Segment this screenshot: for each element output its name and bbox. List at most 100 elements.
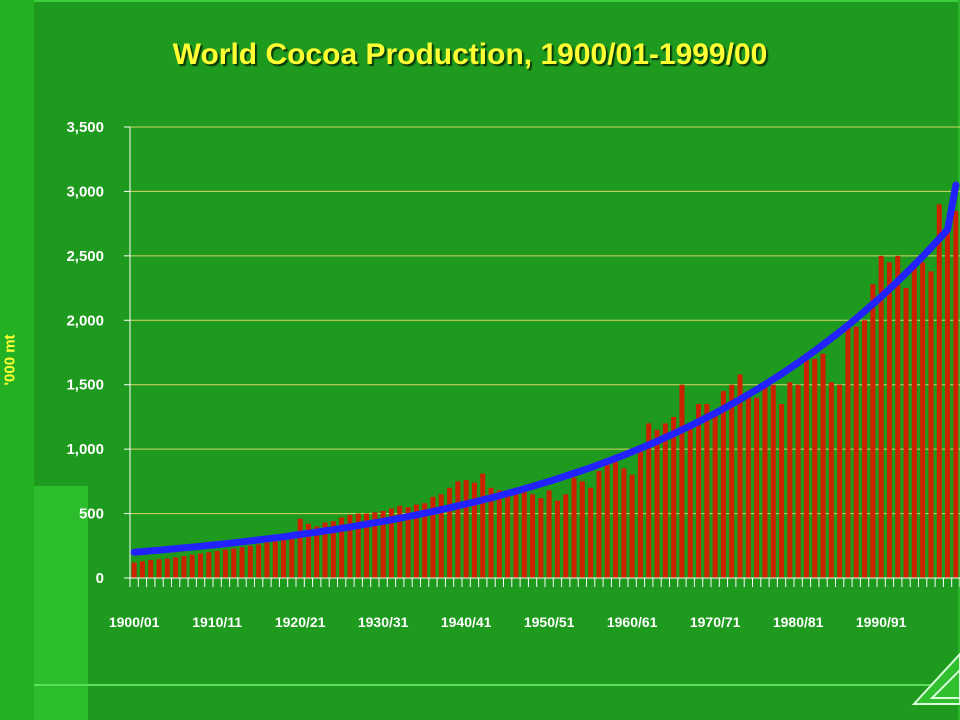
y-tick-label: 2,000 [66, 312, 104, 329]
bar [164, 558, 170, 578]
bar [579, 481, 585, 578]
bar [405, 507, 411, 578]
bar [654, 429, 660, 578]
bar [687, 423, 693, 578]
bar [828, 382, 834, 578]
bar [455, 481, 461, 578]
bar [430, 496, 436, 578]
bar [712, 410, 718, 578]
bar [953, 210, 959, 578]
x-tick-label: 1980/81 [773, 614, 824, 630]
x-tick-label: 1930/31 [358, 614, 409, 630]
bar [496, 490, 502, 578]
bar [812, 358, 818, 578]
bar [314, 526, 320, 578]
left-decor-panel [34, 486, 88, 720]
bar [438, 494, 444, 578]
bar [629, 474, 635, 578]
corner-triangle-icon [911, 652, 960, 705]
bar [256, 544, 262, 578]
bar [637, 449, 643, 578]
bar [148, 559, 154, 578]
bar [720, 391, 726, 578]
bar [795, 384, 801, 578]
bar [679, 384, 685, 578]
x-tick-label: 1900/01 [109, 614, 160, 630]
right-decor-line [958, 0, 960, 720]
bar [222, 549, 228, 578]
x-tick-label: 1940/41 [441, 614, 492, 630]
bar [886, 262, 892, 578]
bar [895, 255, 901, 578]
bar [289, 536, 295, 578]
bar [770, 384, 776, 578]
bar [463, 480, 469, 578]
bar [737, 374, 743, 578]
bar [305, 523, 311, 578]
x-tick-label: 1910/11 [192, 614, 242, 630]
bar [247, 545, 253, 578]
bar [505, 494, 511, 578]
bar [604, 464, 610, 578]
gridlines [130, 126, 960, 515]
bar [538, 498, 544, 578]
bar [397, 505, 403, 578]
bar [588, 487, 594, 578]
x-tick-label: 1950/51 [524, 614, 575, 630]
bar [803, 360, 809, 578]
bar [297, 518, 303, 578]
bar [662, 423, 668, 578]
bar [878, 255, 884, 578]
bar [214, 550, 220, 578]
y-tick-labels: 0 500 1,000 1,500 2,000 2,500 3,000 3,500 [66, 119, 104, 587]
bar [521, 489, 527, 578]
bar [911, 262, 917, 578]
bar [322, 522, 328, 578]
left-decor-strip [0, 0, 34, 720]
bar [239, 547, 245, 578]
bar [198, 553, 204, 578]
bar [413, 504, 419, 578]
bar [596, 471, 602, 578]
x-tick-label: 1960/61 [607, 614, 658, 630]
bar [339, 517, 345, 578]
bar [779, 404, 785, 578]
bar [928, 271, 934, 578]
bar [189, 554, 195, 578]
bar [530, 494, 536, 578]
x-tick-label: 1920/21 [275, 614, 326, 630]
bar [546, 490, 552, 578]
y-tick-label: 0 [96, 570, 104, 587]
bar [364, 513, 370, 578]
bar [696, 404, 702, 578]
bar [837, 384, 843, 578]
bar [729, 384, 735, 578]
bar [787, 382, 793, 578]
bar [563, 494, 569, 578]
bar [231, 548, 237, 578]
bar [671, 416, 677, 578]
bar [206, 552, 212, 578]
bar [488, 487, 494, 578]
bar [281, 539, 287, 578]
y-tick-label: 3,500 [66, 119, 104, 136]
bar [264, 542, 270, 578]
y-tick-label: 500 [79, 506, 104, 523]
bar [920, 262, 926, 578]
bar [131, 562, 137, 578]
y-tick-label: 1,000 [66, 441, 104, 458]
bar [571, 477, 577, 578]
bar [139, 561, 145, 578]
bar [870, 284, 876, 578]
bar [173, 557, 179, 578]
bar [480, 473, 486, 578]
bar [862, 320, 868, 578]
trend-series [130, 181, 960, 556]
bar [762, 384, 768, 578]
bar [613, 462, 619, 578]
bar [554, 500, 560, 578]
bar [513, 487, 519, 578]
bar [903, 288, 909, 578]
bar [621, 468, 627, 578]
